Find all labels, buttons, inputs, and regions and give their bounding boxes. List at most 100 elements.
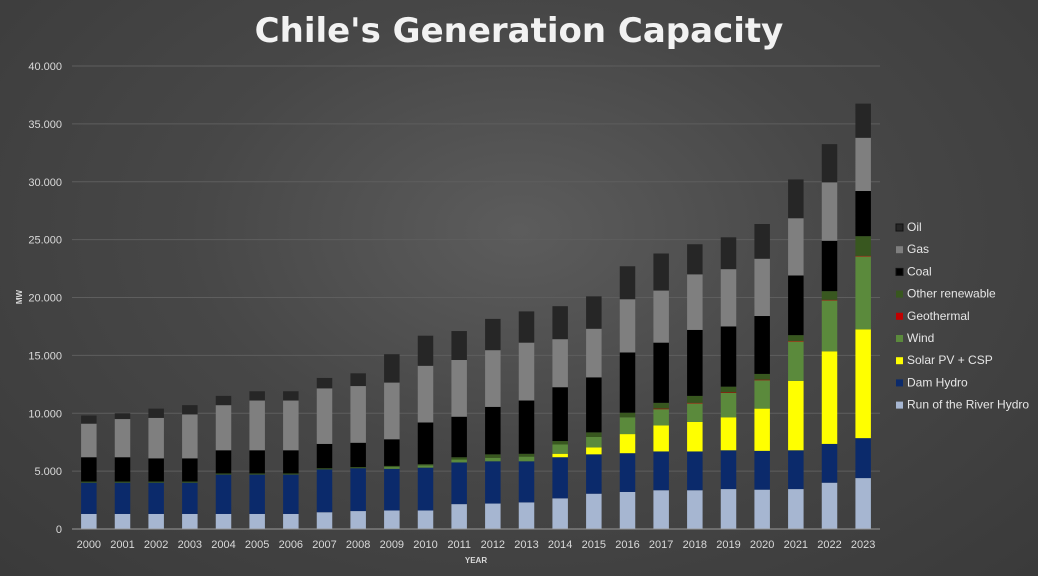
bar-stack-2006 xyxy=(283,391,299,529)
bar-segment xyxy=(485,503,501,529)
y-tick-label: 20.000 xyxy=(28,293,62,305)
bar-segment xyxy=(215,474,232,514)
bar-segment xyxy=(451,462,467,505)
bar-segment xyxy=(788,489,804,529)
legend-item: Solar PV + CSP xyxy=(896,353,993,367)
bar-stack-2004 xyxy=(215,395,232,529)
bar-stack-2019 xyxy=(720,237,737,529)
bar-segment xyxy=(485,457,501,462)
legend-item: Geothermal xyxy=(896,309,970,323)
x-tick-label: 2004 xyxy=(211,539,235,551)
legend-item: Coal xyxy=(895,264,932,278)
bar-segment xyxy=(350,467,366,469)
bar-segment xyxy=(81,457,97,482)
bar-segment xyxy=(586,436,602,448)
bar-segment xyxy=(417,422,434,465)
x-tick-label: 2021 xyxy=(784,539,808,551)
bar-segment xyxy=(821,182,838,241)
legend-item: Dam Hydro xyxy=(896,375,968,389)
bar-segment xyxy=(417,465,434,468)
bar-segment xyxy=(249,513,265,529)
bar-segment xyxy=(821,300,838,352)
bar-segment xyxy=(687,421,703,452)
bar-segment xyxy=(720,237,737,270)
bar-segment xyxy=(350,511,366,529)
legend: Oil Gas Coal Other renewable Geothermal Wind S… xyxy=(895,220,1029,412)
bar-segment xyxy=(720,417,737,451)
bar-stack-2013 xyxy=(518,311,535,529)
bar-segment xyxy=(821,351,838,444)
y-tick-label: 10.000 xyxy=(28,408,62,420)
bar-segment xyxy=(316,469,333,513)
x-tick-label: 2007 xyxy=(312,539,336,551)
bar-segment xyxy=(485,454,501,458)
bar-segment xyxy=(114,482,131,514)
bar-segment xyxy=(653,408,669,410)
x-tick-label: 2008 xyxy=(346,539,370,551)
bar-segment xyxy=(720,386,737,393)
bar-segment xyxy=(518,342,535,401)
bar-segment xyxy=(249,473,265,475)
chart-title: Chile's Generation Capacity xyxy=(255,11,784,51)
y-tick-label: 15.000 xyxy=(28,350,62,362)
bar-segment xyxy=(653,290,669,343)
bar-segment xyxy=(215,513,232,529)
legend-item: Gas xyxy=(896,242,929,256)
bar-segment xyxy=(215,395,232,406)
bar-segment xyxy=(586,432,602,437)
bar-segment xyxy=(518,461,535,503)
bar-segment xyxy=(114,481,131,483)
bar-stack-2008 xyxy=(350,373,366,529)
bar-segment xyxy=(114,419,131,458)
bar-segment xyxy=(417,467,434,511)
bar-segment xyxy=(283,391,299,401)
bar-segment xyxy=(518,453,535,457)
bar-segment xyxy=(619,266,636,300)
x-tick-label: 2010 xyxy=(413,539,437,551)
bar-segment xyxy=(249,450,265,474)
bar-segment xyxy=(81,423,97,458)
bar-segment xyxy=(316,443,333,469)
bar-stack-2023 xyxy=(855,103,871,529)
legend-swatch xyxy=(895,223,904,232)
bar-stack-2020 xyxy=(754,224,770,529)
bar-segment xyxy=(384,468,400,511)
y-tick-label: 5.000 xyxy=(34,466,62,478)
bar-segment xyxy=(788,218,804,276)
x-tick-label: 2022 xyxy=(817,539,841,551)
bar-stack-2005 xyxy=(249,391,265,529)
x-tick-label: 2018 xyxy=(683,539,707,551)
legend-item: Run of the River Hydro xyxy=(896,398,1029,412)
bar-segment xyxy=(788,380,804,451)
bar-segment xyxy=(586,296,602,329)
legend-label: Dam Hydro xyxy=(907,375,968,389)
legend-item: Wind xyxy=(896,331,934,345)
bar-segment xyxy=(81,415,97,424)
bar-segment xyxy=(451,457,467,460)
bar-segment xyxy=(316,377,333,389)
gridlines xyxy=(72,65,880,472)
bar-segment xyxy=(518,456,535,462)
bar-segment xyxy=(653,409,669,426)
bar-segment xyxy=(754,258,770,317)
bar-segment xyxy=(518,311,535,343)
bar-segment xyxy=(586,454,602,494)
x-tick-label: 2009 xyxy=(380,539,404,551)
bar-segment xyxy=(821,443,838,483)
bar-segment xyxy=(855,137,871,192)
bar-segment xyxy=(552,457,568,499)
bar-segment xyxy=(148,482,164,514)
bar-stack-2016 xyxy=(619,266,636,529)
x-tick-label: 2012 xyxy=(481,539,505,551)
bar-segment xyxy=(821,299,838,301)
x-tick-label: 2006 xyxy=(279,539,303,551)
bar-segment xyxy=(114,413,131,420)
bar-segment xyxy=(687,402,703,404)
bar-stack-2010 xyxy=(417,335,434,529)
x-tick-label: 2014 xyxy=(548,539,572,551)
x-tick-label: 2020 xyxy=(750,539,774,551)
bar-stack-2012 xyxy=(485,318,501,529)
bar-segment xyxy=(417,464,434,466)
bar-stack-2014 xyxy=(552,306,568,529)
bar-segment xyxy=(552,444,568,454)
